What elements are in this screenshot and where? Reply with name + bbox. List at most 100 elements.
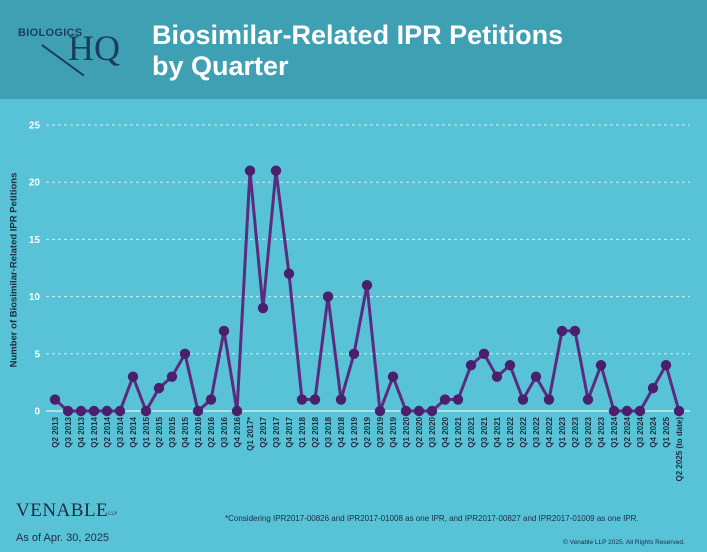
biologics-hq-logo: BIOLOGICS HQ	[16, 18, 131, 80]
x-tick-label: Q3 2015	[168, 416, 177, 447]
data-point	[426, 405, 438, 417]
data-point	[114, 405, 126, 417]
data-point	[673, 405, 685, 417]
x-tick-label: Q4 2018	[337, 416, 346, 447]
logo-top-text: BIOLOGICS	[18, 27, 83, 39]
x-tick-label: Q1 2025	[662, 416, 671, 447]
data-point	[543, 394, 555, 405]
x-tick-label: Q4 2023	[597, 416, 606, 447]
x-tick-label: Q3 2024	[636, 416, 645, 447]
data-point	[101, 405, 113, 417]
data-point	[153, 382, 165, 394]
data-point	[361, 279, 373, 291]
data-point	[75, 405, 87, 417]
x-tick-label: Q3 2022	[532, 416, 541, 447]
x-tick-label: Q1 2018	[298, 416, 307, 447]
x-tick-label: Q3 2023	[584, 416, 593, 447]
data-points	[49, 165, 685, 417]
data-point	[517, 394, 529, 405]
footnote: *Considering IPR2017-00826 and IPR2017-0…	[225, 514, 639, 523]
x-tick-label: Q1 2022	[506, 416, 515, 447]
x-tick-label: Q3 2017	[272, 416, 281, 447]
x-tick-label: Q2 2014	[103, 416, 112, 447]
data-point	[166, 371, 178, 382]
data-point	[465, 360, 477, 371]
y-tick-label: 0	[34, 407, 40, 418]
x-tick-label: Q1 2024	[610, 416, 619, 447]
data-point	[296, 394, 308, 405]
x-tick-label: Q1 2016	[194, 416, 203, 447]
x-tick-label: Q2 2019	[363, 416, 372, 447]
data-point	[62, 405, 74, 417]
data-point	[231, 405, 243, 417]
x-tick-label: Q4 2013	[77, 416, 86, 447]
data-point	[595, 360, 607, 371]
data-point	[530, 371, 542, 382]
x-tick-label: Q2 2021	[467, 416, 476, 447]
data-point	[322, 291, 334, 302]
y-tick-label: 15	[29, 235, 41, 246]
data-point	[647, 382, 659, 394]
y-tick-label: 5	[34, 349, 40, 360]
x-tick-label: Q4 2015	[181, 416, 190, 447]
venable-logo: VENABLELLP	[16, 500, 117, 522]
data-point	[387, 371, 399, 382]
x-tick-label: Q2 2018	[311, 416, 320, 447]
data-point	[140, 405, 152, 417]
x-tick-label: Q2 2013	[51, 416, 60, 447]
x-tick-label: Q1 2015	[142, 416, 151, 447]
data-point	[192, 405, 204, 417]
data-point	[582, 394, 594, 405]
data-point	[179, 348, 191, 359]
y-axis-label: Number of Biosimilar-Related IPR Petitio…	[8, 172, 20, 368]
y-tick-label: 10	[29, 292, 41, 303]
x-tick-label: Q1 2017*	[246, 416, 255, 451]
x-tick-label: Q3 2018	[324, 416, 333, 447]
x-tick-label: Q3 2021	[480, 416, 489, 447]
y-tick-label: 20	[29, 178, 41, 189]
data-point	[283, 268, 295, 279]
venable-brand-suffix: LLP	[108, 512, 118, 517]
data-point	[205, 394, 217, 405]
data-point	[621, 405, 633, 417]
x-tick-label: Q1 2019	[350, 416, 359, 447]
data-point	[49, 394, 61, 405]
x-tick-label: Q4 2024	[649, 416, 658, 447]
x-tick-label: Q4 2019	[389, 416, 398, 447]
data-point	[374, 405, 386, 417]
x-tick-label: Q3 2014	[116, 416, 125, 447]
data-point	[478, 348, 490, 359]
data-point	[413, 405, 425, 417]
title-line-2: by Quarter	[152, 51, 289, 81]
data-point	[257, 302, 269, 314]
series-line	[54, 169, 681, 413]
x-tick-label: Q1 2020	[402, 416, 411, 447]
data-point	[244, 165, 256, 176]
x-tick-label: Q3 2013	[64, 416, 73, 447]
logo-main-text: HQ	[68, 28, 120, 68]
data-point	[660, 360, 672, 371]
x-tick-label: Q4 2016	[233, 416, 242, 447]
data-point	[400, 405, 412, 417]
x-tick-label: Q2 2023	[571, 416, 580, 447]
data-point	[608, 405, 620, 417]
data-point	[504, 360, 516, 371]
copyright: © Venable LLP 2025. All Rights Reserved.	[563, 539, 685, 546]
title-line-1: Biosimilar-Related IPR Petitions	[152, 20, 564, 50]
x-tick-label: Q2 2025 (to date)	[675, 417, 684, 482]
gridlines	[46, 124, 690, 355]
data-point	[335, 394, 347, 405]
x-tick-label: Q4 2014	[129, 416, 138, 447]
data-point	[88, 405, 100, 417]
x-tick-label: Q4 2021	[493, 416, 502, 447]
x-tick-label: Q1 2014	[90, 416, 99, 447]
data-point	[127, 371, 139, 382]
x-tick-label: Q3 2019	[376, 416, 385, 447]
x-tick-label: Q3 2020	[428, 416, 437, 447]
x-tick-label: Q4 2020	[441, 416, 450, 447]
data-point	[452, 394, 464, 405]
x-tick-label: Q2 2016	[207, 416, 216, 447]
y-axis-ticks: 0 5 10 15 20 25	[29, 121, 41, 418]
x-tick-label: Q2 2022	[519, 416, 528, 447]
